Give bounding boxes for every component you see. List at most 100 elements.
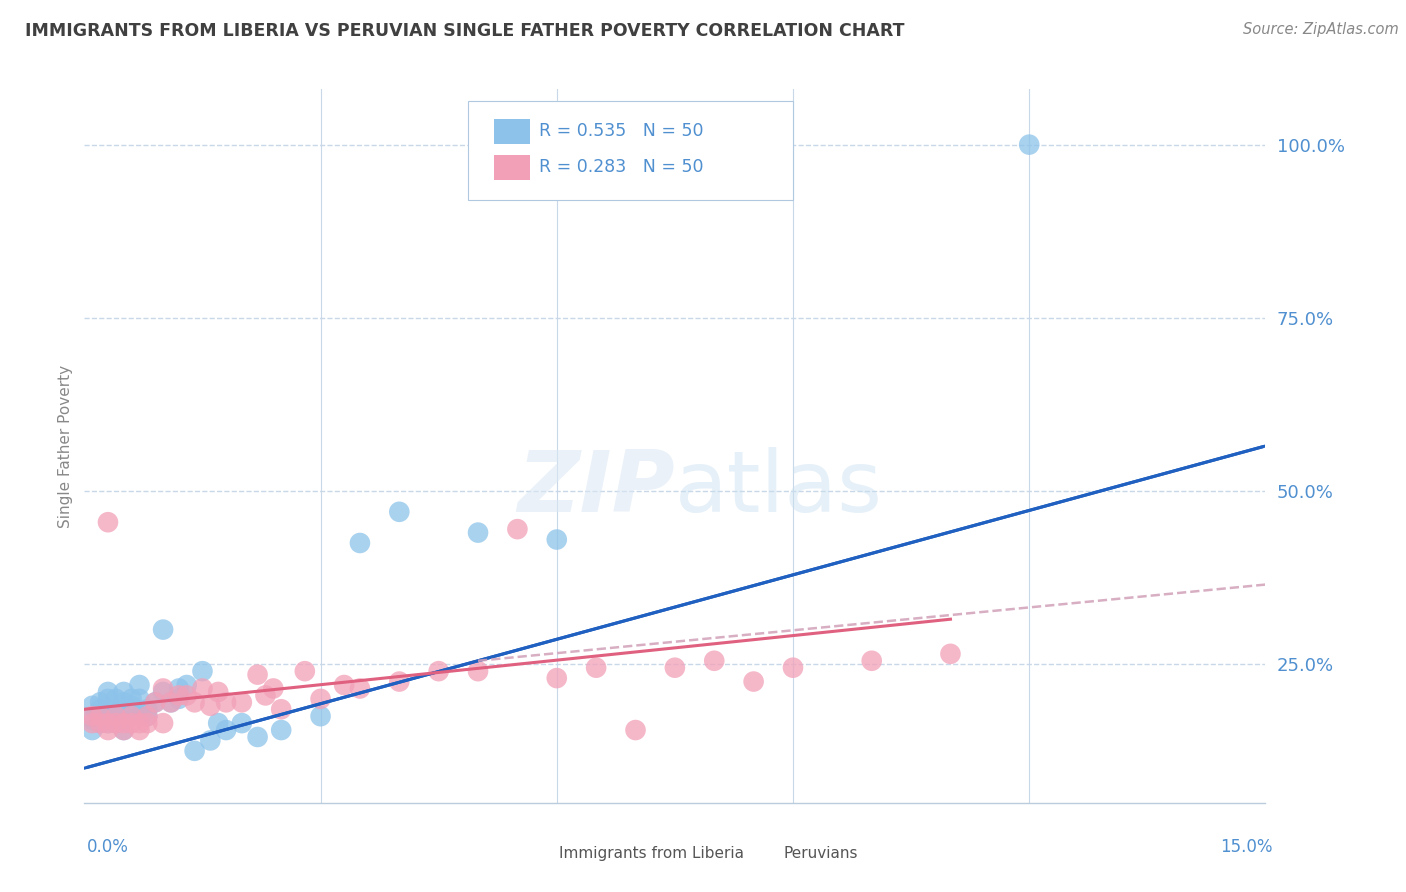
Bar	[494, 120, 530, 145]
Point	[200, 698, 222, 713]
Point	[152, 623, 174, 637]
Text: 0.0%: 0.0%	[87, 838, 129, 855]
Text: R = 0.535   N = 50: R = 0.535 N = 50	[538, 122, 703, 140]
Point	[270, 702, 292, 716]
Point	[167, 689, 190, 703]
Point	[89, 716, 111, 731]
Point	[121, 709, 143, 723]
Point	[104, 716, 127, 731]
Text: IMMIGRANTS FROM LIBERIA VS PERUVIAN SINGLE FATHER POVERTY CORRELATION CHART: IMMIGRANTS FROM LIBERIA VS PERUVIAN SING…	[25, 22, 905, 40]
Point	[309, 691, 332, 706]
Point	[742, 674, 765, 689]
Text: ZIP: ZIP	[517, 447, 675, 531]
Point	[160, 695, 183, 709]
Point	[82, 713, 104, 727]
Point	[97, 702, 120, 716]
Point	[388, 505, 411, 519]
Point	[191, 664, 214, 678]
Point	[112, 685, 135, 699]
Point	[388, 674, 411, 689]
Point	[112, 723, 135, 737]
Point	[176, 689, 198, 703]
Text: R = 0.283   N = 50: R = 0.283 N = 50	[538, 158, 703, 176]
Text: atlas: atlas	[675, 447, 883, 531]
Point	[128, 678, 150, 692]
Point	[121, 716, 143, 731]
Point	[349, 536, 371, 550]
Point	[143, 695, 166, 709]
Point	[546, 533, 568, 547]
Point	[97, 685, 120, 699]
Point	[97, 716, 120, 731]
Point	[207, 685, 229, 699]
Point	[467, 664, 489, 678]
Point	[136, 702, 159, 716]
Point	[152, 685, 174, 699]
Point	[97, 723, 120, 737]
Point	[703, 654, 725, 668]
Y-axis label: Single Father Poverty: Single Father Poverty	[58, 365, 73, 527]
Point	[121, 691, 143, 706]
Point	[89, 709, 111, 723]
Point	[167, 691, 190, 706]
Point	[82, 709, 104, 723]
Point	[136, 709, 159, 723]
Point	[112, 695, 135, 709]
Point	[270, 723, 292, 737]
Point	[294, 664, 316, 678]
Point	[176, 678, 198, 692]
Point	[262, 681, 284, 696]
Text: Immigrants from Liberia: Immigrants from Liberia	[560, 846, 744, 861]
Point	[152, 716, 174, 731]
Point	[254, 689, 277, 703]
Point	[136, 709, 159, 723]
Point	[128, 723, 150, 737]
Point	[128, 716, 150, 731]
Point	[82, 723, 104, 737]
Point	[152, 681, 174, 696]
Point	[546, 671, 568, 685]
Bar	[527, 844, 553, 863]
Point	[89, 716, 111, 731]
Point	[112, 723, 135, 737]
Point	[183, 744, 205, 758]
Bar	[752, 844, 778, 863]
Point	[112, 702, 135, 716]
Point	[231, 695, 253, 709]
Point	[89, 702, 111, 716]
Point	[215, 695, 238, 709]
Point	[97, 515, 120, 529]
Point	[97, 691, 120, 706]
Point	[506, 522, 529, 536]
Point	[82, 698, 104, 713]
Point	[104, 709, 127, 723]
Point	[112, 716, 135, 731]
Point	[467, 525, 489, 540]
Point	[143, 695, 166, 709]
Text: Source: ZipAtlas.com: Source: ZipAtlas.com	[1243, 22, 1399, 37]
Point	[200, 733, 222, 747]
Point	[183, 695, 205, 709]
Point	[104, 706, 127, 720]
Point	[104, 691, 127, 706]
Point	[112, 709, 135, 723]
Point	[246, 730, 269, 744]
Point	[664, 661, 686, 675]
Point	[207, 716, 229, 731]
Text: 15.0%: 15.0%	[1220, 838, 1272, 855]
Bar	[494, 155, 530, 180]
Point	[349, 681, 371, 696]
Point	[136, 716, 159, 731]
Point	[1018, 137, 1040, 152]
Point	[89, 709, 111, 723]
Point	[215, 723, 238, 737]
Point	[333, 678, 356, 692]
Point	[121, 698, 143, 713]
Point	[427, 664, 450, 678]
Point	[82, 716, 104, 731]
FancyBboxPatch shape	[468, 102, 793, 200]
Point	[121, 709, 143, 723]
Point	[97, 709, 120, 723]
Point	[97, 716, 120, 731]
Point	[782, 661, 804, 675]
